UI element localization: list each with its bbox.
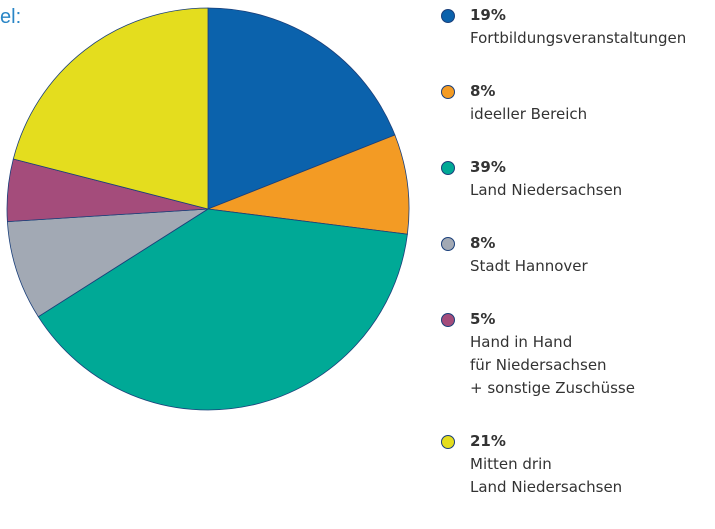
legend-value: 19%: [470, 6, 506, 24]
legend-item: 8% ideeller Bereich: [440, 80, 715, 126]
pie-slice: [6, 208, 209, 318]
legend-marker: [441, 313, 455, 327]
legend-item: 5% Hand in Hand für Niedersachsen + sonst…: [440, 308, 715, 400]
pie-slice: [37, 208, 408, 411]
legend-value: 8%: [470, 82, 496, 100]
pie-slice: [12, 7, 209, 210]
pie-slice: [207, 7, 396, 210]
legend-label: Mitten drin Land Niedersachsen: [470, 455, 623, 496]
legend-label: Hand in Hand für Niedersachsen + sonstig…: [470, 333, 635, 397]
legend-label: Fortbildungsveranstaltungen: [470, 29, 687, 47]
legend: 19% Fortbildungsveranstaltungen 8% ideeller…: [440, 4, 715, 529]
legend-marker: [441, 161, 455, 175]
legend-value: 8%: [470, 234, 496, 252]
legend-marker: [441, 85, 455, 99]
legend-marker: [441, 9, 455, 23]
legend-marker: [441, 435, 455, 449]
legend-value: 39%: [470, 158, 506, 176]
legend-item: 39% Land Niedersachsen: [440, 156, 715, 202]
legend-item: 8% Stadt Hannover: [440, 232, 715, 278]
legend-value: 5%: [470, 310, 496, 328]
page: el: 19% Fortbildungsveranstaltungen 8% idee…: [0, 6, 687, 496]
chart-title: el:: [0, 6, 22, 28]
legend-marker: [441, 237, 455, 251]
legend-label: ideeller Bereich: [470, 105, 588, 123]
legend-item: 19% Fortbildungsveranstaltungen: [440, 4, 715, 50]
legend-item: 21% Mitten drin Land Niedersachsen: [440, 430, 715, 499]
legend-value: 21%: [470, 432, 506, 450]
legend-label: Land Niedersachsen: [470, 181, 623, 199]
legend-label: Stadt Hannover: [470, 257, 588, 275]
pie-slice: [207, 134, 410, 235]
chart: [6, 7, 410, 411]
